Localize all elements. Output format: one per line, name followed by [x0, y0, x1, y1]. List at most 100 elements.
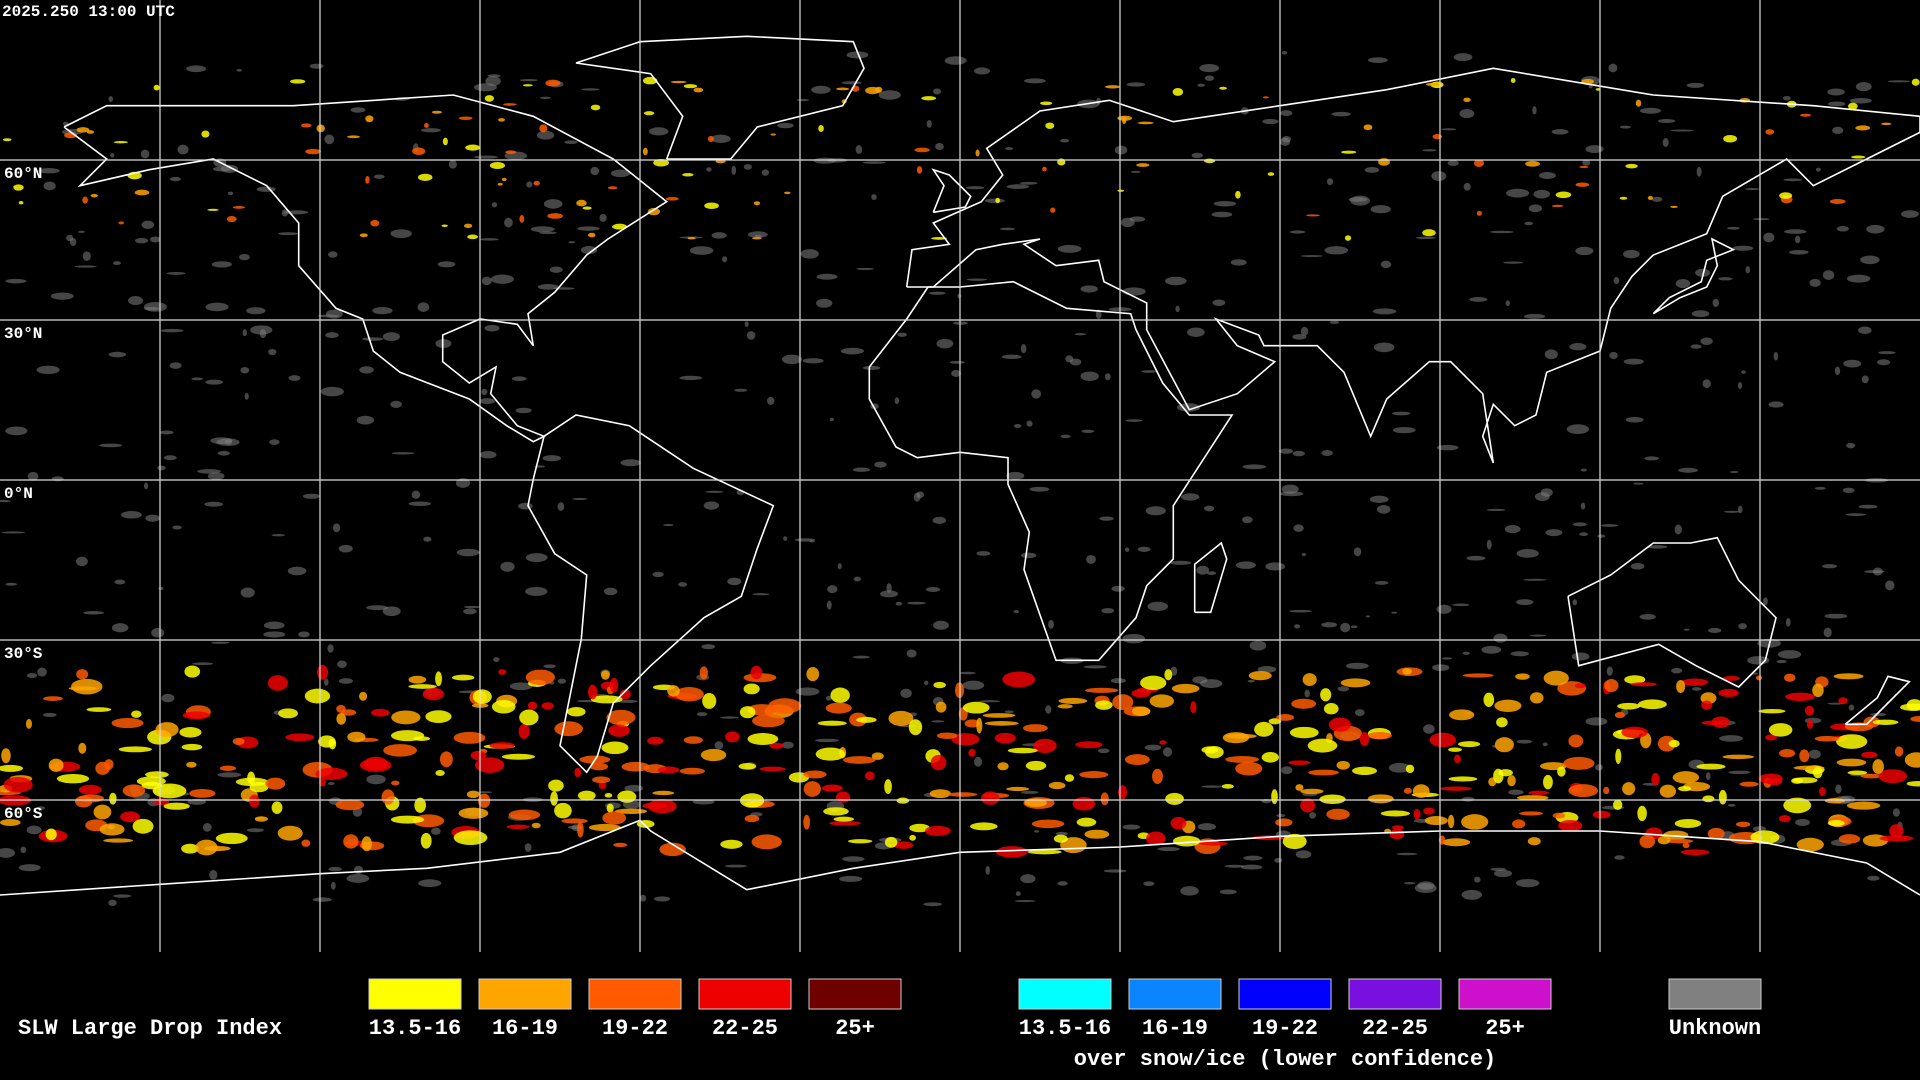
cloud-gray: [1005, 147, 1014, 151]
cloud-gray: [408, 501, 432, 506]
cloud-gray: [504, 217, 513, 228]
cloud-drop: [1651, 772, 1660, 786]
cloud-gray: [211, 641, 230, 644]
cloud-drop: [118, 221, 125, 225]
cloud-gray: [1690, 344, 1702, 349]
cloud-drop: [707, 135, 714, 142]
cloud-drop: [647, 207, 661, 216]
cloud-gray: [151, 627, 165, 638]
cloud-gray: [783, 536, 788, 541]
cloud-gray: [1164, 276, 1187, 286]
cloud-gray: [1768, 401, 1784, 408]
cloud-gray: [926, 586, 941, 592]
cloud-drop: [1766, 778, 1783, 786]
cloud-drop: [1079, 771, 1109, 779]
cloud-drop: [970, 822, 998, 831]
cloud-gray: [1422, 149, 1437, 152]
cloud-gray: [491, 202, 498, 208]
cloud-drop: [503, 103, 517, 106]
cloud-gray: [853, 576, 862, 582]
cloud-drop: [909, 834, 917, 841]
cloud-gray: [1436, 604, 1452, 614]
cloud-gray: [1074, 332, 1087, 336]
lat-label: 30°S: [4, 645, 43, 663]
cloud-gray: [800, 249, 819, 259]
cloud-drop: [1326, 808, 1350, 820]
cloud-drop: [1702, 795, 1715, 803]
cloud-gray: [1374, 581, 1389, 585]
cloud-drop: [1352, 766, 1377, 776]
cloud-drop: [78, 742, 87, 754]
cloud-gray: [590, 166, 600, 176]
cloud-drop: [359, 691, 368, 701]
cloud-gray: [862, 365, 881, 370]
cloud-drop: [548, 779, 564, 792]
cloud-gray: [1849, 97, 1872, 104]
cloud-drop: [1872, 719, 1899, 725]
cloud-drop: [1529, 692, 1544, 704]
cloud-drop: [1473, 159, 1485, 167]
cloud-gray: [1544, 349, 1558, 360]
cloud-drop: [823, 807, 849, 816]
cloud-drop: [981, 791, 1000, 805]
cloud-drop: [68, 686, 98, 691]
cloud-gray: [240, 587, 255, 598]
cloud-gray: [1292, 334, 1307, 340]
cloud-gray: [1372, 308, 1397, 315]
cloud-gray: [1745, 188, 1760, 191]
cloud-gray: [1013, 424, 1022, 428]
cloud-gray: [1001, 354, 1022, 360]
cloud-gray: [353, 865, 364, 875]
cloud-drop: [1568, 734, 1584, 748]
cloud-drop: [1027, 849, 1062, 855]
coastline: [1844, 675, 1911, 726]
cloud-drop: [3, 776, 33, 793]
cloud-drop: [472, 689, 492, 704]
cloud-gray: [1461, 889, 1483, 900]
cloud-gray: [26, 673, 38, 679]
cloud-drop: [935, 701, 947, 713]
cloud-gray: [1789, 250, 1809, 255]
cloud-gray: [1595, 764, 1603, 771]
cloud-drop: [1164, 669, 1173, 681]
cloud-drop: [683, 84, 698, 89]
cloud-drop: [1225, 733, 1257, 739]
cloud-gray: [1670, 129, 1694, 132]
cloud-drop: [1543, 670, 1569, 686]
cloud-gray: [572, 497, 588, 501]
cloud-gray: [1203, 505, 1215, 512]
cloud-gray: [743, 164, 752, 170]
cloud-gray: [256, 186, 276, 192]
cloud-gray: [1674, 524, 1682, 535]
cloud-gray: [1293, 524, 1304, 532]
cloud-gray: [391, 452, 415, 455]
cloud-gray: [1633, 482, 1644, 485]
cloud-gray: [259, 329, 267, 339]
cloud-gray: [1350, 625, 1358, 629]
cloud-gray: [976, 551, 991, 556]
cloud-gray: [999, 227, 1016, 231]
cloud-gray: [957, 293, 962, 299]
cloud-drop: [1159, 740, 1167, 745]
cloud-drop: [45, 828, 57, 841]
cloud-drop: [835, 791, 851, 803]
cloud-drop: [1613, 799, 1623, 811]
legend-label: 16-19: [492, 1016, 558, 1041]
cloud-gray: [43, 181, 56, 191]
cloud-gray: [366, 774, 386, 785]
cloud-gray: [1204, 75, 1215, 81]
cloud-drop: [1552, 812, 1566, 819]
cloud-drop: [752, 237, 762, 240]
cloud-gray: [135, 237, 149, 244]
cloud-drop: [1363, 124, 1373, 131]
cloud-drop: [1, 748, 11, 764]
cloud-drop: [1319, 794, 1346, 804]
cloud-drop: [1448, 747, 1462, 752]
cloud-gray: [20, 846, 27, 854]
cloud-gray: [1452, 603, 1470, 607]
cloud-gray: [1728, 770, 1751, 775]
cloud-gray: [1695, 268, 1711, 277]
cloud-drop: [1302, 673, 1317, 687]
cloud-drop: [484, 95, 494, 102]
cloud-drop: [78, 784, 102, 795]
